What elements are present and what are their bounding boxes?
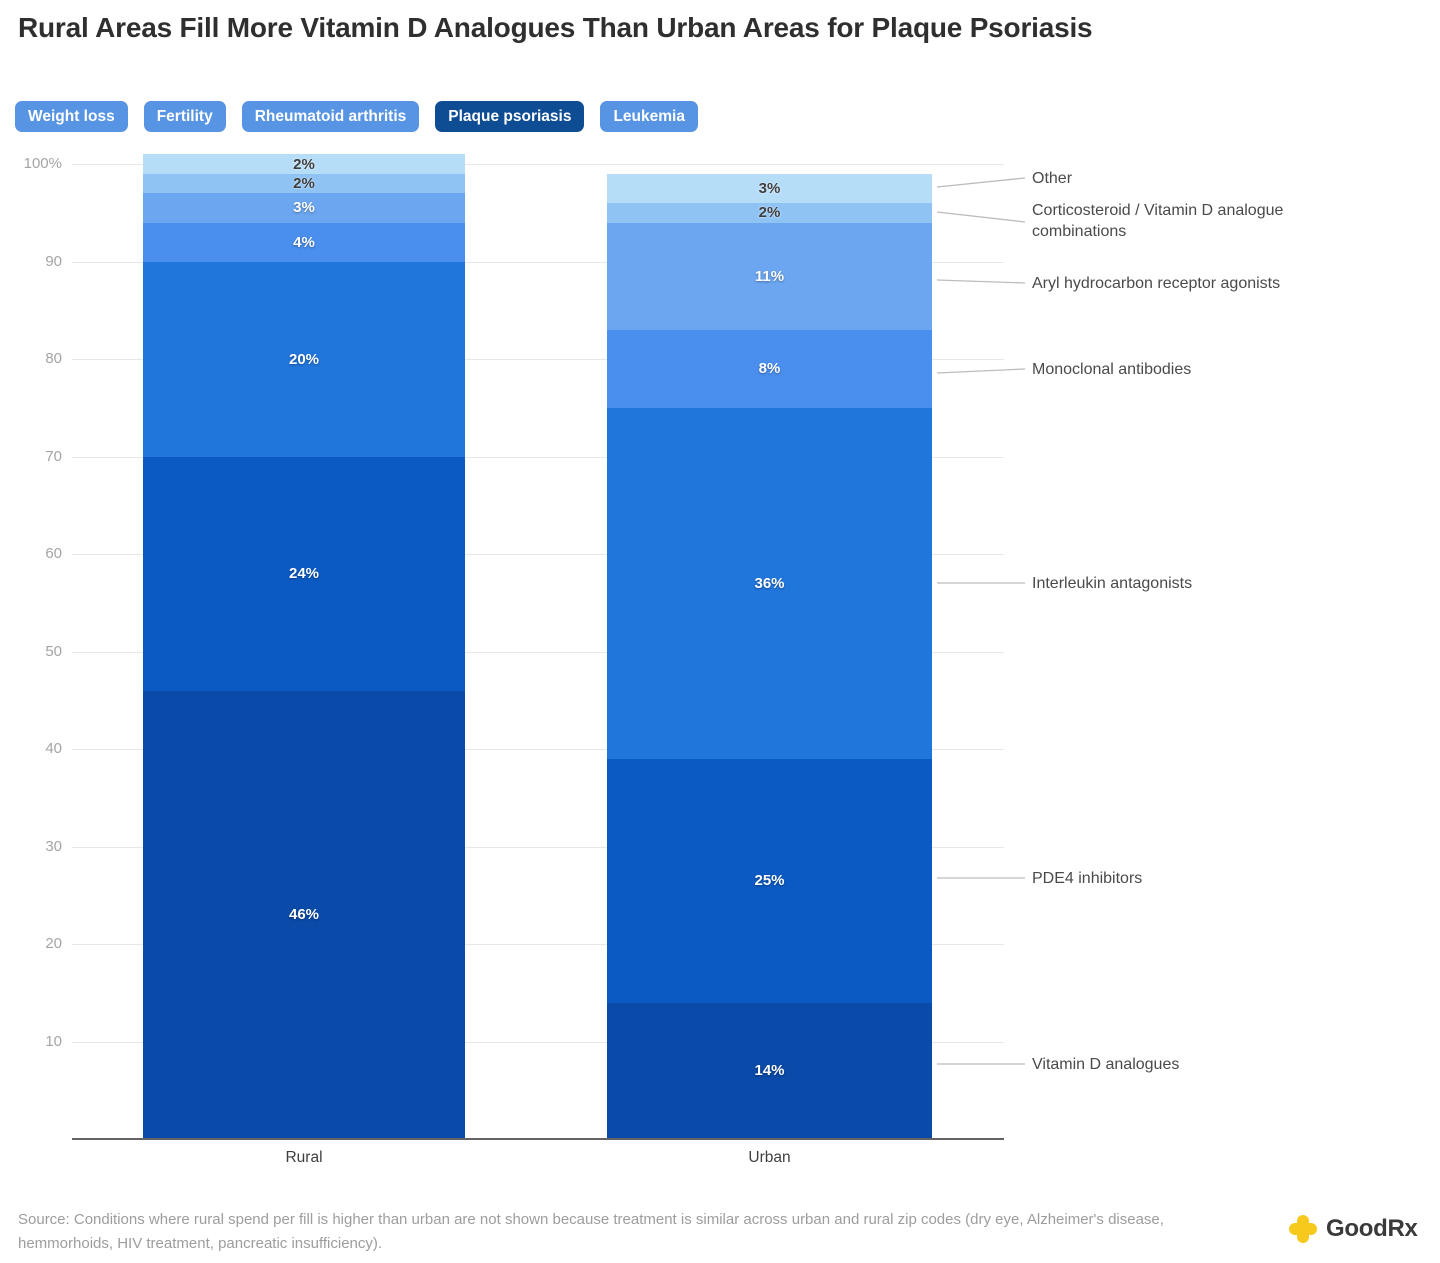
tab-plaque-psoriasis[interactable]: Plaque psoriasis: [435, 101, 585, 132]
bar-segment-rural-vitamin-d-analogues: 46%: [143, 690, 465, 1139]
tab-rheumatoid-arthritis[interactable]: Rheumatoid arthritis: [241, 101, 420, 132]
gridline-40: [72, 749, 1004, 750]
gridline-70: [72, 456, 1004, 458]
bar-segment-urban-interleukin-antagonists: 36%: [607, 407, 932, 759]
y-axis-tick-label: 10: [45, 1032, 62, 1050]
segment-value-label: 24%: [288, 565, 320, 582]
segment-value-label: 2%: [293, 175, 315, 192]
y-axis-tick-label: 30: [45, 837, 62, 855]
segment-value-label: 3%: [293, 199, 315, 217]
leader-line-corticosteroid-vitamin-d-analogue-combinations: [936, 211, 1026, 223]
condition-tabs: Weight loss Fertility Rheumatoid arthritis…: [15, 101, 698, 132]
y-axis-tick-label: 100%: [23, 155, 62, 172]
legend-label-aryl-hydrocarbon-receptor-agonists: Aryl hydrocarbon receptor agonists: [1032, 275, 1281, 292]
legend-label-monoclonal-antibodies: Monoclonal antibodies: [1032, 361, 1192, 378]
gridline-20: [72, 944, 1004, 945]
legend-label-pde4-inhibitors: PDE4 inhibitors: [1032, 870, 1143, 887]
leader-line-monoclonal-antibodies: [936, 368, 1026, 374]
y-axis-tick-label: 20: [45, 935, 62, 952]
gridline-10: [72, 1041, 1004, 1043]
source-note: Source: Conditions where rural spend per…: [18, 1211, 1164, 1252]
gridline-50: [72, 651, 1004, 653]
bar-segment-rural-monoclonal-antibodies: 4%: [143, 222, 465, 262]
goodrx-logo: GoodRx: [1288, 1214, 1418, 1244]
y-axis-tick-label: 70: [45, 447, 62, 465]
segment-value-label: 14%: [754, 1062, 785, 1080]
segment-value-label: 4%: [293, 233, 315, 251]
segment-value-label: 2%: [758, 204, 781, 222]
legend-label-corticosteroid-vitamin-d-analogue-combinations: Corticosteroid / Vitamin D analogue comb…: [1032, 202, 1284, 240]
segment-value-label: 2%: [293, 155, 315, 173]
legend-label-other: Other: [1032, 170, 1073, 187]
segment-value-label: 11%: [754, 267, 785, 285]
gridline-80: [72, 359, 1004, 360]
bar-segment-urban-monoclonal-antibodies: 8%: [607, 329, 932, 408]
tab-weight-loss[interactable]: Weight loss: [15, 101, 128, 132]
tab-fertility[interactable]: Fertility: [143, 101, 226, 132]
gridline-90: [72, 261, 1004, 263]
y-axis-tick-label: 40: [45, 740, 62, 757]
segment-value-label: 46%: [288, 906, 320, 924]
bar-segment-urban-vitamin-d-analogues: 14%: [607, 1002, 932, 1139]
bar-segment-rural-pde4-inhibitors: 24%: [143, 456, 465, 691]
x-axis-label-rural: Rural: [285, 1149, 323, 1166]
legend-label-interleukin-antagonists: Interleukin antagonists: [1032, 575, 1193, 592]
goodrx-plus-icon: [1288, 1214, 1318, 1244]
bar-segment-rural-aryl-hydrocarbon-receptor-agonists: 3%: [143, 193, 465, 223]
gridline-30: [72, 846, 1004, 848]
page-title: Rural Areas Fill More Vitamin D Analogue…: [18, 12, 1093, 43]
bar-segment-urban-other: 3%: [607, 173, 932, 203]
leader-line-aryl-hydrocarbon-receptor-agonists: [936, 279, 1026, 284]
legend-label-vitamin-d-analogues: Vitamin D analogues: [1032, 1056, 1180, 1073]
bar-segment-rural-other: 2%: [143, 154, 465, 174]
segment-value-label: 20%: [288, 350, 320, 368]
segment-value-label: 36%: [754, 574, 785, 592]
segment-value-label: 25%: [754, 872, 785, 890]
bar-segment-urban-pde4-inhibitors: 25%: [607, 758, 932, 1003]
leader-line-other: [936, 177, 1026, 188]
bar-segment-urban-corticosteroid-vitamin-d-analogue-combinations: 2%: [607, 203, 932, 223]
segment-value-label: 3%: [758, 179, 781, 197]
x-axis-label-urban: Urban: [748, 1149, 791, 1166]
x-axis-line: [72, 1138, 1004, 1140]
tab-leukemia[interactable]: Leukemia: [600, 101, 698, 132]
bar-segment-rural-corticosteroid-vitamin-d-analogue-combinations: 2%: [143, 173, 465, 194]
y-axis-tick-label: 90: [45, 252, 62, 270]
goodrx-logo-text: GoodRx: [1326, 1215, 1418, 1242]
bar-segment-urban-aryl-hydrocarbon-receptor-agonists: 11%: [607, 222, 932, 330]
y-axis-tick-label: 80: [45, 350, 62, 367]
gridline-60: [72, 554, 1004, 555]
segment-value-label: 8%: [758, 360, 781, 378]
bar-segment-rural-interleukin-antagonists: 20%: [143, 261, 465, 457]
gridline-100: [72, 164, 1004, 165]
y-axis-tick-label: 50: [45, 642, 62, 660]
y-axis-tick-label: 60: [45, 545, 62, 562]
